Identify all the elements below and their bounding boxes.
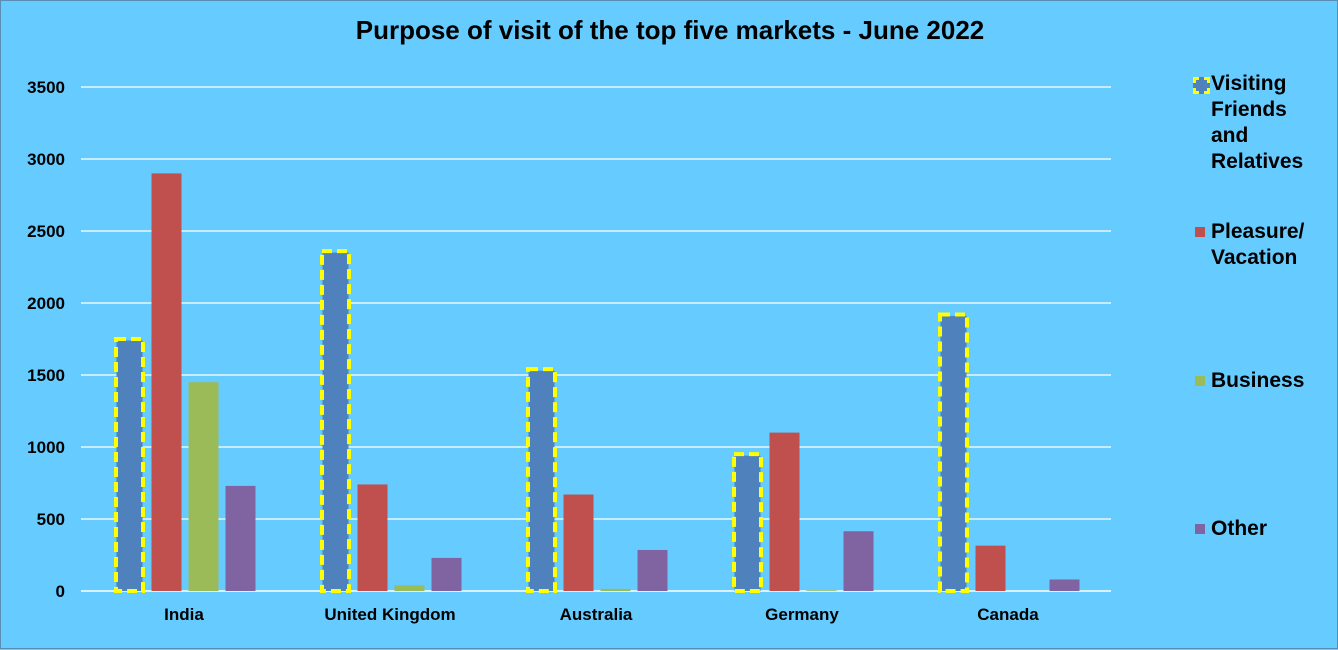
bar-business xyxy=(600,588,631,591)
bar-business xyxy=(394,585,425,591)
legend-label-line: Other xyxy=(1211,517,1268,540)
legend-swatch-vfr xyxy=(1193,77,1210,94)
legend-label-other: Other xyxy=(1211,516,1331,542)
bar-pleasure-vacation xyxy=(151,173,182,591)
x-tick-label: Canada xyxy=(977,605,1039,624)
bar-visiting-friends-and-relatives xyxy=(940,315,967,591)
bar-visiting-friends-and-relatives xyxy=(528,370,555,591)
bar-business xyxy=(188,382,219,591)
legend-label-pleasure: Pleasure/ Vacation xyxy=(1211,219,1331,271)
bar-pleasure-vacation xyxy=(357,484,388,591)
x-tick-label: India xyxy=(164,605,204,624)
bar-highlight-outline xyxy=(526,367,557,593)
bar-visiting-friends-and-relatives xyxy=(322,252,349,591)
bar-pleasure-vacation xyxy=(975,545,1006,591)
legend-label-line: Vacation xyxy=(1211,246,1298,269)
y-tick-label: 3000 xyxy=(27,150,65,169)
bar-other xyxy=(843,531,874,591)
bar-other xyxy=(1049,579,1080,591)
bar-other xyxy=(637,549,668,591)
legend-label-business: Business xyxy=(1211,368,1331,394)
y-tick-label: 1500 xyxy=(27,366,65,385)
bar-highlight-outline xyxy=(114,336,145,593)
y-tick-label: 2500 xyxy=(27,222,65,241)
y-tick-label: 500 xyxy=(37,510,65,529)
y-tick-label: 0 xyxy=(56,582,65,601)
legend-label-vfr: Visiting Friends and Relatives xyxy=(1211,71,1331,175)
x-tick-label: Germany xyxy=(765,605,839,624)
legend-swatch-business xyxy=(1195,376,1205,386)
bar-visiting-friends-and-relatives xyxy=(116,340,143,591)
x-tick-label: Australia xyxy=(560,605,633,624)
legend-label-line: Visiting xyxy=(1211,72,1287,95)
bar-other xyxy=(431,557,462,591)
bar-other xyxy=(225,485,256,591)
bar-pleasure-vacation xyxy=(563,494,594,591)
bar-highlight-outline xyxy=(320,249,351,593)
legend-label-line: and xyxy=(1211,124,1249,147)
x-tick-label: United Kingdom xyxy=(324,605,455,624)
y-tick-label: 2000 xyxy=(27,294,65,313)
chart-title: Purpose of visit of the top five markets… xyxy=(355,15,985,45)
bar-business xyxy=(806,590,837,591)
bar-visiting-friends-and-relatives xyxy=(734,455,761,591)
legend-label-line: Friends xyxy=(1211,98,1287,121)
legend-label-line: Business xyxy=(1211,369,1305,392)
bar-pleasure-vacation xyxy=(769,432,800,591)
legend-swatch-pleasure xyxy=(1195,227,1205,237)
legend-label-line: Relatives xyxy=(1211,150,1304,173)
bar-highlight-outline xyxy=(732,452,763,594)
bar-highlight-outline xyxy=(938,312,969,593)
y-tick-label: 3500 xyxy=(27,78,65,97)
legend-label-line: Pleasure/ xyxy=(1211,220,1305,243)
legend-swatch-other xyxy=(1195,524,1205,534)
y-tick-label: 1000 xyxy=(27,438,65,457)
